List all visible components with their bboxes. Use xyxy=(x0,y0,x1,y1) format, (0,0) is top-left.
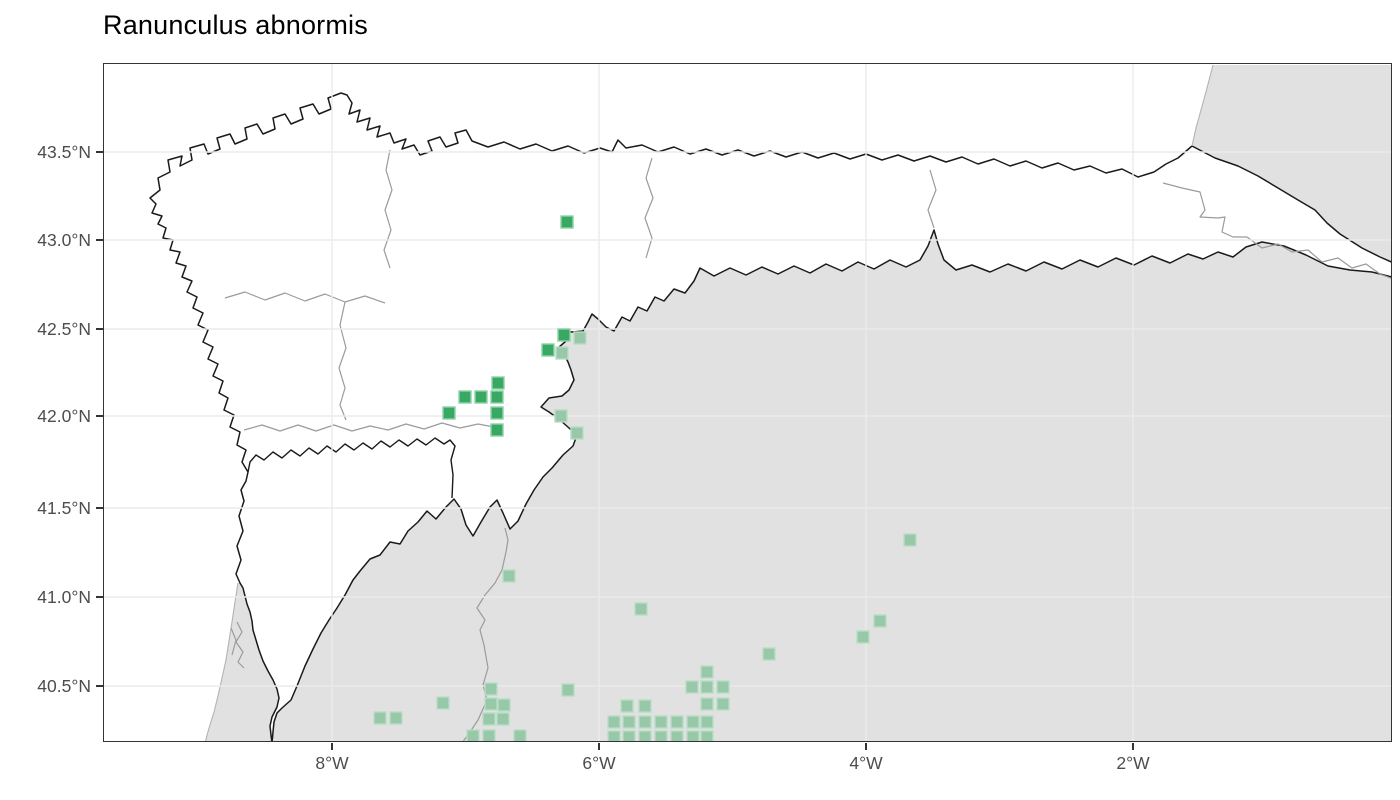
admin-border-galicia-provinces-ew xyxy=(224,291,386,304)
y-axis-tick-label: 42.5°N xyxy=(37,319,91,339)
y-axis-tick-label: 43.0°N xyxy=(37,230,91,250)
occurrence-point-inside xyxy=(560,215,574,229)
occurrence-point-inside xyxy=(474,390,488,404)
occurrence-point-inside xyxy=(491,376,505,390)
occurrence-point-outside xyxy=(436,696,450,710)
x-axis-tick xyxy=(331,743,333,750)
y-axis-tick xyxy=(96,239,103,241)
occurrence-point-outside xyxy=(654,715,668,729)
admin-border-ourense xyxy=(243,422,495,432)
page-title: Ranunculus abnormis xyxy=(103,10,368,40)
x-axis-tick xyxy=(598,743,600,750)
occurrence-point-outside xyxy=(856,630,870,644)
admin-border-cantabria-basque xyxy=(927,169,937,229)
admin-border-galicia-asturias xyxy=(383,149,393,269)
occurrence-point-outside xyxy=(700,730,714,742)
occurrence-point-outside xyxy=(573,331,587,345)
occurrence-point-outside xyxy=(873,614,887,628)
occurrence-point-outside xyxy=(700,697,714,711)
occurrence-point-outside xyxy=(620,699,634,713)
x-axis-tick xyxy=(865,743,867,750)
occurrence-point-inside xyxy=(541,343,555,357)
y-axis-tick-label: 41.0°N xyxy=(37,587,91,607)
occurrence-point-outside xyxy=(484,682,498,696)
y-axis-tick-label: 43.5°N xyxy=(37,142,91,162)
occurrence-point-outside xyxy=(554,409,568,423)
admin-border-asturias-cantabria xyxy=(644,157,654,259)
border-minho xyxy=(247,437,456,499)
admin-border-france-navarra xyxy=(1246,236,1392,280)
y-axis-tick xyxy=(96,685,103,687)
occurrence-point-outside xyxy=(700,715,714,729)
x-axis-tick-label: 2°W xyxy=(1116,753,1150,773)
occurrence-point-outside xyxy=(482,729,496,742)
admin-border-galicia-provinces-ns xyxy=(338,301,347,421)
occurrence-point-outside xyxy=(716,680,730,694)
occurrence-point-outside xyxy=(561,683,575,697)
occurrence-point-outside xyxy=(716,697,730,711)
distribution-map xyxy=(103,63,1392,742)
occurrence-point-outside xyxy=(686,715,700,729)
occurrence-point-outside xyxy=(570,426,584,440)
y-axis-tick xyxy=(96,596,103,598)
occurrence-point-inside xyxy=(442,406,456,420)
admin-border-spain-portugal-south xyxy=(461,527,509,742)
occurrence-point-outside xyxy=(670,715,684,729)
coast-portugal xyxy=(204,582,239,742)
occurrence-point-inside xyxy=(490,423,504,437)
occurrence-point-outside xyxy=(607,715,621,729)
occurrence-point-outside xyxy=(622,730,636,742)
admin-borders xyxy=(224,149,1392,742)
x-axis-tick-label: 6°W xyxy=(582,753,616,773)
occurrence-point-outside xyxy=(484,697,498,711)
occurrence-point-outside xyxy=(482,712,496,726)
occurrence-point-outside xyxy=(700,680,714,694)
occurrence-point-outside xyxy=(638,730,652,742)
occurrence-point-inside xyxy=(490,406,504,420)
y-axis-tick-label: 41.5°N xyxy=(37,498,91,518)
occurrence-point-inside xyxy=(557,328,571,342)
occurrence-point-outside xyxy=(700,665,714,679)
occurrence-point-outside xyxy=(903,533,917,547)
x-axis-tick-label: 4°W xyxy=(849,753,883,773)
occurrence-point-outside xyxy=(496,712,510,726)
focal-region xyxy=(149,92,1392,742)
occurrence-point-inside xyxy=(458,390,472,404)
occurrence-points-inside xyxy=(442,215,574,437)
x-axis-tick-label: 8°W xyxy=(315,753,349,773)
occurrence-point-outside xyxy=(638,715,652,729)
occurrence-point-outside xyxy=(685,680,699,694)
y-axis-tick xyxy=(96,328,103,330)
occurrence-point-outside xyxy=(607,730,621,742)
occurrence-points-outside xyxy=(373,331,917,742)
occurrence-point-outside xyxy=(762,647,776,661)
y-axis-tick xyxy=(96,507,103,509)
occurrence-point-inside xyxy=(490,390,504,404)
occurrence-point-outside xyxy=(373,711,387,725)
occurrence-point-outside xyxy=(638,699,652,713)
occurrence-point-outside xyxy=(513,729,527,742)
occurrence-point-outside xyxy=(466,729,480,742)
y-axis-tick-label: 42.0°N xyxy=(37,406,91,426)
y-axis-tick xyxy=(96,415,103,417)
occurrence-point-outside xyxy=(686,730,700,742)
admin-border-basque-interior xyxy=(1162,182,1247,238)
x-axis-tick xyxy=(1132,743,1134,750)
aveiro-lagoon xyxy=(230,621,245,669)
coast-france xyxy=(1191,64,1214,147)
occurrence-point-outside xyxy=(670,730,684,742)
occurrence-point-outside xyxy=(555,346,569,360)
y-axis-tick xyxy=(96,151,103,153)
map-panel xyxy=(103,63,1392,742)
occurrence-point-outside xyxy=(654,730,668,742)
occurrence-point-outside xyxy=(502,569,516,583)
graticule-gridlines xyxy=(103,63,1392,742)
occurrence-point-outside xyxy=(634,602,648,616)
occurrence-point-outside xyxy=(497,698,511,712)
y-axis-tick-label: 40.5°N xyxy=(37,676,91,696)
occurrence-point-outside xyxy=(622,715,636,729)
occurrence-point-outside xyxy=(389,711,403,725)
